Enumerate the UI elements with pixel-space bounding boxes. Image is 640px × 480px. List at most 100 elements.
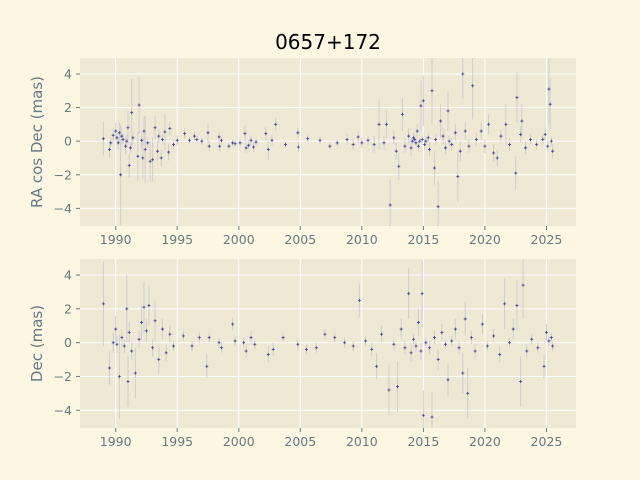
data-point — [217, 135, 221, 139]
data-point — [548, 102, 552, 106]
data-point — [382, 141, 386, 145]
data-point — [244, 146, 248, 150]
x-tick-label: 2015 — [407, 434, 439, 449]
data-point — [119, 173, 123, 177]
data-point — [218, 144, 222, 148]
data-point — [253, 342, 257, 346]
x-tick-label: 2020 — [469, 232, 501, 247]
data-point — [392, 342, 396, 346]
data-point — [432, 336, 436, 340]
data-point — [413, 137, 417, 141]
data-point — [458, 149, 462, 153]
data-point — [131, 136, 135, 140]
data-point — [450, 143, 454, 147]
plot-area — [80, 58, 576, 226]
data-point — [419, 349, 423, 353]
data-point — [544, 331, 548, 335]
data-point — [111, 341, 115, 345]
data-point — [205, 364, 209, 368]
data-point — [128, 146, 132, 150]
y-tick-label: 2 — [64, 100, 72, 115]
data-point — [190, 344, 194, 348]
data-point — [125, 139, 129, 143]
data-point — [519, 380, 523, 384]
data-point — [387, 388, 391, 392]
data-point — [492, 334, 496, 338]
data-point — [238, 141, 242, 145]
data-point — [271, 347, 275, 351]
data-point — [508, 143, 512, 147]
x-tick-label: 1995 — [161, 434, 193, 449]
data-point — [164, 351, 168, 355]
data-point — [474, 137, 478, 141]
data-point — [328, 144, 332, 148]
data-point — [151, 158, 155, 162]
data-point — [143, 148, 147, 152]
data-point — [508, 341, 512, 345]
data-point — [345, 137, 349, 141]
data-point — [144, 329, 148, 333]
data-point — [434, 137, 438, 141]
x-tick-label: 2020 — [469, 434, 501, 449]
data-point — [306, 137, 310, 141]
data-point — [372, 143, 376, 147]
data-point — [407, 134, 411, 138]
data-point — [231, 141, 235, 145]
data-point — [126, 126, 130, 130]
data-point — [207, 336, 211, 340]
data-point — [108, 366, 112, 370]
data-point — [546, 144, 550, 148]
data-point — [414, 141, 418, 145]
data-point — [503, 302, 507, 306]
data-point — [148, 159, 152, 163]
data-point — [524, 146, 528, 150]
data-point — [515, 95, 519, 99]
plot-area — [80, 259, 576, 428]
data-point — [424, 341, 428, 345]
data-point — [430, 415, 434, 419]
panel-2: 1990 1995 2000 2005 2010 2015 2020 2025 −4 −2 0 2 4 D… — [28, 259, 576, 449]
data-point — [420, 292, 424, 296]
data-point — [137, 103, 141, 107]
data-point — [231, 322, 235, 326]
y-tick-label: 0 — [64, 335, 72, 350]
data-point — [233, 142, 237, 146]
data-point — [543, 132, 547, 136]
data-point — [436, 205, 440, 209]
data-points — [101, 283, 555, 419]
data-point — [101, 302, 105, 306]
data-point — [504, 122, 508, 126]
data-point — [124, 144, 128, 148]
data-point — [456, 174, 460, 178]
data-point — [117, 131, 121, 135]
data-point — [217, 341, 221, 345]
data-point — [188, 138, 192, 142]
data-point — [396, 385, 400, 389]
data-point — [168, 332, 172, 336]
data-point — [444, 146, 448, 150]
data-point — [409, 351, 413, 355]
data-point — [461, 371, 465, 375]
data-point — [473, 349, 477, 353]
data-point — [192, 134, 196, 138]
data-point — [243, 132, 247, 136]
data-point — [151, 346, 155, 350]
data-point — [156, 149, 160, 153]
data-point — [157, 358, 161, 362]
data-point — [388, 203, 392, 207]
data-point — [125, 307, 129, 311]
data-point — [120, 134, 124, 138]
data-point — [409, 146, 413, 150]
data-point — [111, 133, 115, 137]
data-point — [377, 122, 381, 126]
data-point — [264, 132, 268, 136]
data-point — [412, 136, 416, 140]
data-point — [343, 341, 347, 345]
data-point — [351, 344, 355, 348]
data-point — [528, 137, 532, 141]
data-point — [137, 337, 141, 341]
data-point — [400, 112, 404, 116]
data-point — [416, 144, 420, 148]
data-point — [115, 342, 119, 346]
data-point — [172, 344, 176, 348]
